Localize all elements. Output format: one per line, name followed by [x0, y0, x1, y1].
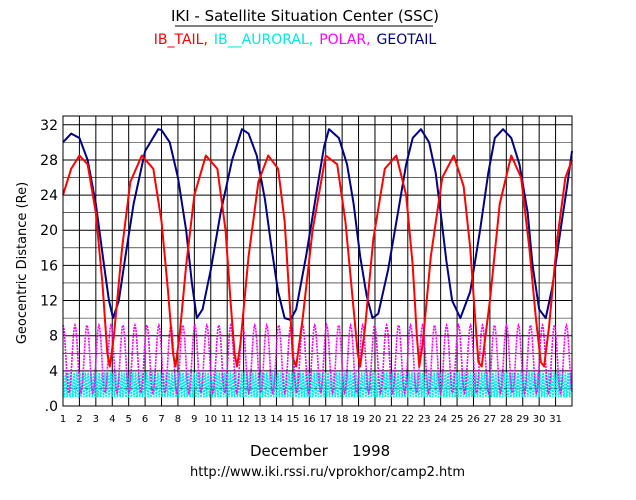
footer-month: December [250, 442, 329, 460]
y-tick-label: 24 [40, 188, 58, 204]
plot-frame [62, 115, 573, 407]
y-tick-labels: .0 4 8 12 16 20 24 28 32 [40, 118, 58, 415]
x-tick-label: 2 [76, 414, 82, 425]
y-tick-label: 16 [40, 258, 58, 274]
x-tick-label: 17 [319, 414, 332, 425]
legend: IB_TAIL, IB__AURORAL, POLAR, GEOTAIL [154, 32, 437, 48]
footer-year: 1998 [352, 442, 390, 460]
x-tick-label: 22 [401, 414, 414, 425]
x-tick-label: 16 [303, 414, 316, 425]
x-tick-label: 6 [142, 414, 148, 425]
y-tick-label: 28 [40, 153, 58, 169]
legend-item: POLAR, [319, 32, 370, 48]
x-tick-label: 25 [451, 414, 464, 425]
footer-url: http://www.iki.rssi.ru/vprokhor/camp2.ht… [190, 465, 465, 480]
y-tick-label: 20 [40, 223, 58, 239]
legend-item: GEOTAIL [377, 32, 437, 48]
x-tick-label: 15 [287, 414, 300, 425]
series-line [62, 372, 573, 398]
x-tick-label: 31 [549, 414, 562, 425]
x-tick-label: 10 [204, 414, 217, 425]
x-tick-label: 29 [516, 414, 529, 425]
series-line [62, 154, 573, 368]
x-tick-label: 20 [369, 414, 382, 425]
x-tick-label: 26 [467, 414, 480, 425]
x-tick-label: 11 [221, 414, 234, 425]
x-tick-label: 24 [434, 414, 447, 425]
x-tick-label: 30 [533, 414, 546, 425]
x-tick-label: 1 [60, 414, 66, 425]
x-tick-labels: 1 2 3 4 5 6 7 8 9 10 11 12 13 14 15 16 17 18 19 20 21 22 23 24 2… [60, 414, 562, 425]
chart-title: IKI - Satellite Situation Center (SSC) [171, 7, 439, 25]
y-tick-label: .0 [45, 399, 58, 415]
x-tick-label: 9 [191, 414, 197, 425]
legend-item: IB__AURORAL, [214, 32, 313, 48]
x-tick-label: 27 [484, 414, 497, 425]
y-axis-label: Geocentric Distance (Re) [15, 182, 30, 344]
x-tick-label: 14 [270, 414, 283, 425]
y-tick-label: 4 [49, 364, 58, 380]
y-tick-label: 32 [40, 118, 58, 134]
series-line [62, 322, 573, 396]
y-tick-label: 8 [49, 329, 58, 345]
x-tick-label: 23 [418, 414, 431, 425]
y-tick-label: 12 [40, 294, 58, 310]
legend-item: IB_TAIL, [154, 32, 208, 48]
x-tick-label: 18 [336, 414, 349, 425]
series-layer [62, 128, 573, 398]
x-tick-label: 28 [500, 414, 513, 425]
x-tick-label: 5 [125, 414, 131, 425]
x-tick-label: 13 [254, 414, 267, 425]
x-tick-label: 3 [93, 414, 99, 425]
x-tick-label: 19 [352, 414, 365, 425]
series-line [62, 128, 573, 321]
x-tick-label: 8 [175, 414, 181, 425]
x-tick-label: 21 [385, 414, 398, 425]
x-tick-label: 4 [109, 414, 115, 425]
x-tick-label: 12 [237, 414, 250, 425]
x-tick-label: 7 [158, 414, 164, 425]
